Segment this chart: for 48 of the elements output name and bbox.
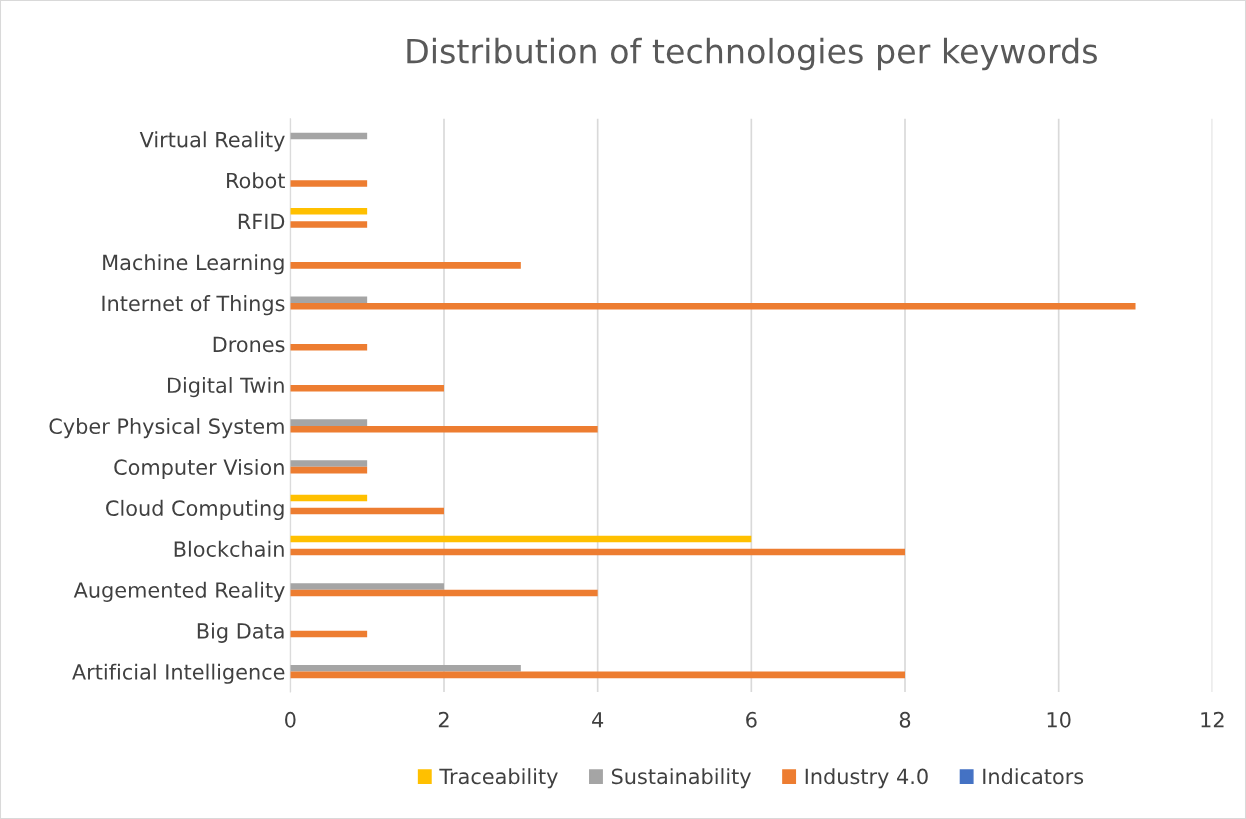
y-tick-label: Cloud Computing — [106, 499, 284, 521]
bar — [290, 671, 906, 679]
bar — [290, 494, 368, 502]
bar — [290, 221, 368, 228]
bar — [290, 132, 368, 140]
bar — [290, 583, 444, 590]
x-tick-label: 10 — [1047, 711, 1071, 728]
bar — [290, 343, 368, 351]
y-tick-label: Machine Learning — [103, 254, 284, 275]
bar — [290, 425, 598, 433]
x-tick-label: 12 — [1201, 711, 1224, 728]
bar — [290, 262, 521, 269]
x-tick-label: 6 — [746, 711, 757, 728]
legend-label: Indicators — [983, 768, 1084, 785]
bar — [290, 535, 752, 543]
legend-label: Traceability — [439, 768, 558, 789]
bar — [290, 460, 368, 467]
bar — [290, 384, 444, 392]
x-tick-label: 4 — [592, 712, 604, 728]
y-tick-label: Virtual Reality — [139, 131, 285, 152]
legend-label: Sustainability — [611, 768, 751, 789]
bar — [290, 548, 906, 556]
bar — [290, 630, 368, 638]
y-tick-label: Blockchain — [174, 540, 284, 557]
chart-title: Distribution of technologies per keywords — [407, 37, 1097, 71]
legend-label: Industry 4.0 — [805, 768, 928, 789]
y-tick-label: Big Data — [197, 622, 284, 643]
y-tick-label: Digital Twin — [168, 377, 284, 398]
bar — [290, 208, 368, 215]
bar — [290, 303, 1136, 310]
bar — [290, 466, 368, 474]
x-tick-label: 0 — [285, 711, 296, 728]
bar — [290, 665, 521, 672]
y-tick-label: Augemented Reality — [73, 581, 285, 602]
y-tick-label: Drones — [213, 336, 285, 353]
y-tick-label: Computer Vision — [114, 458, 284, 480]
y-tick-label: Internet of Things — [102, 295, 285, 316]
y-tick-label: Cyber Physical System — [49, 417, 284, 439]
x-tick-label: 8 — [899, 711, 911, 728]
y-tick-label: Robot — [227, 172, 285, 189]
bar — [290, 180, 368, 187]
bar — [290, 507, 444, 515]
bar — [290, 419, 368, 426]
bar — [290, 589, 598, 597]
y-tick-label: Artificial Intelligence — [72, 663, 285, 684]
x-tick-label: 2 — [438, 711, 449, 728]
y-tick-label: RFID — [238, 213, 285, 230]
bar — [290, 296, 368, 304]
